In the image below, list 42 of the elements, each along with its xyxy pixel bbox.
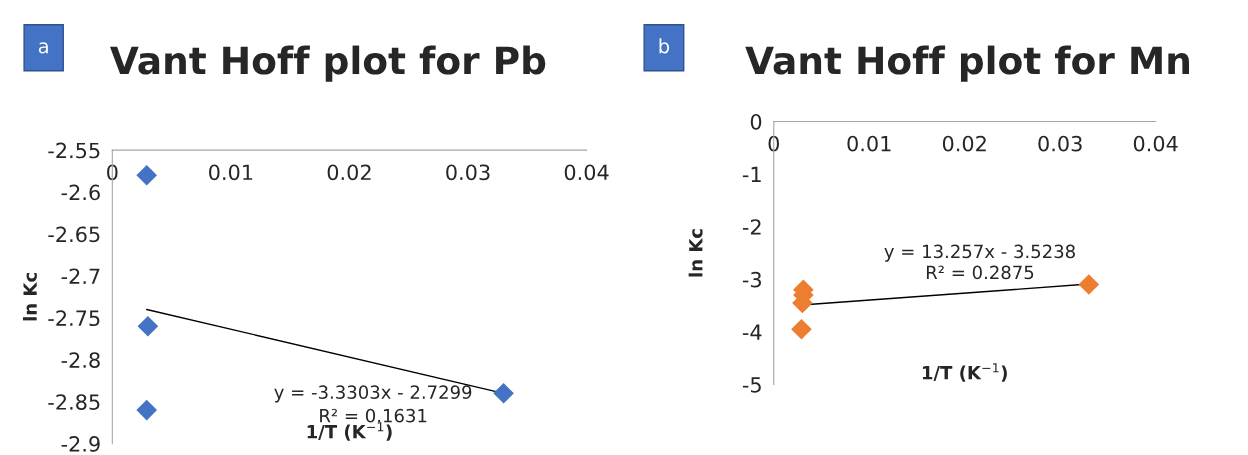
annotation: R² = 0.1631 xyxy=(320,408,427,423)
y-tick-label: -2.6 xyxy=(61,184,100,201)
x-tick-label: 0.01 xyxy=(847,135,891,152)
y-tick-label: -2.9 xyxy=(61,436,100,452)
annotation: y = 13.257x - 3.5238 xyxy=(884,244,1075,262)
x-tick-label: 0.03 xyxy=(446,164,490,181)
y-tick-label: -1 xyxy=(742,166,761,182)
y-tick-label: -2 xyxy=(742,219,761,235)
y-tick-label: -2.85 xyxy=(48,394,100,410)
x-tick-label: 0.01 xyxy=(209,164,253,181)
y-tick-label: -2.65 xyxy=(48,226,100,243)
chart-title: Vant Hoff plot for Mn xyxy=(745,45,1189,82)
x-tick-label: 0 xyxy=(768,135,779,152)
point xyxy=(137,315,159,337)
x-tick-label: 0.02 xyxy=(327,164,371,181)
annotation: R² = 0.2875 xyxy=(926,265,1034,280)
y-axis-title: ln Kc xyxy=(22,273,37,321)
point xyxy=(493,383,514,404)
annotation: y = -3.3303x - 2.7299 xyxy=(274,385,472,403)
x-tick-label: 0.04 xyxy=(564,164,609,181)
point xyxy=(791,318,812,340)
y-tick-label: -3 xyxy=(742,271,761,288)
text: b xyxy=(659,38,670,54)
x-axis-title: 1/T (K$^{−1}$) xyxy=(922,363,1007,382)
y-tick-label: -2.7 xyxy=(61,268,100,284)
x-tick-label: 0 xyxy=(107,164,118,181)
point xyxy=(1078,274,1100,295)
point xyxy=(136,399,157,421)
point xyxy=(136,165,157,186)
y-tick-label: 0 xyxy=(750,113,762,130)
chart-title: Vant Hoff plot for Pb xyxy=(110,45,546,82)
y-tick-label: -2.75 xyxy=(48,310,100,327)
y-tick-label: -4 xyxy=(742,324,762,340)
x-tick-label: 0.04 xyxy=(1133,135,1178,152)
y-axis-title: ln Kc xyxy=(688,229,703,277)
x-tick-label: 0.02 xyxy=(942,135,986,152)
y-tick-label: -2.8 xyxy=(61,352,100,368)
x-tick-label: 0.03 xyxy=(1038,135,1082,152)
text: a xyxy=(38,42,48,54)
y-tick-label: -5 xyxy=(742,377,761,393)
y-tick-label: -2.55 xyxy=(48,142,100,159)
x-axis-title: 1/T (K$^{−1}$) xyxy=(307,422,392,441)
